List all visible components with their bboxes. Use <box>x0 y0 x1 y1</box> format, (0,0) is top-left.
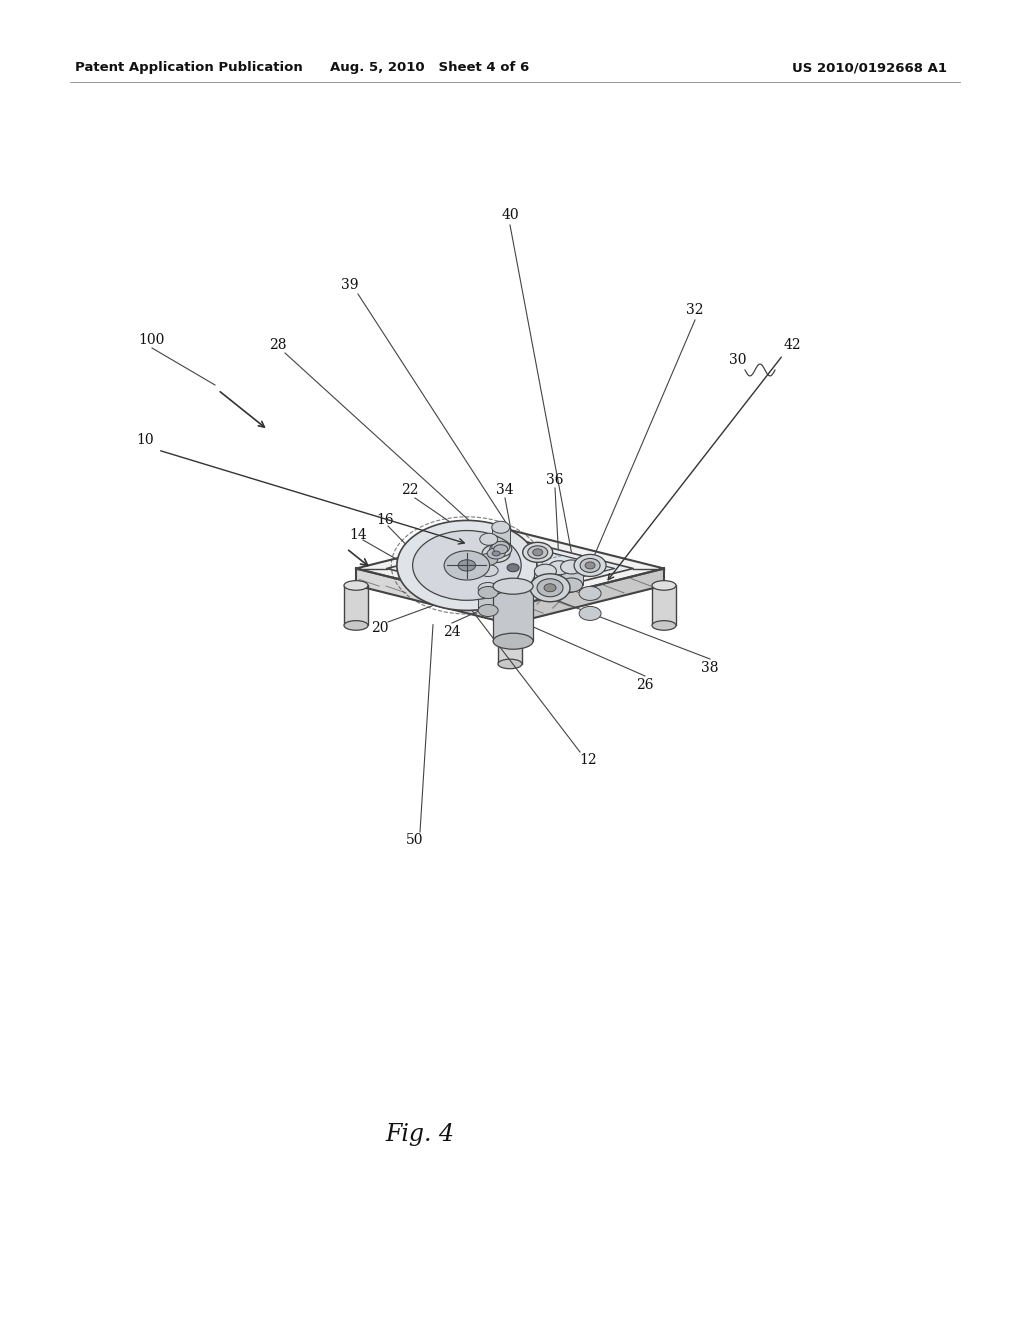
Text: 28: 28 <box>269 338 287 352</box>
Polygon shape <box>535 572 556 589</box>
Ellipse shape <box>652 620 676 630</box>
Text: 22: 22 <box>401 483 419 498</box>
Ellipse shape <box>397 520 537 610</box>
Ellipse shape <box>574 554 606 577</box>
Ellipse shape <box>498 619 522 628</box>
Polygon shape <box>498 546 522 587</box>
Text: 12: 12 <box>580 752 597 767</box>
Ellipse shape <box>548 578 570 593</box>
Text: Patent Application Publication: Patent Application Publication <box>75 62 303 74</box>
Ellipse shape <box>458 560 475 572</box>
Polygon shape <box>510 569 664 624</box>
Text: 38: 38 <box>701 661 719 675</box>
Text: 40: 40 <box>501 209 519 222</box>
Text: 36: 36 <box>546 473 564 487</box>
Polygon shape <box>478 589 498 610</box>
Ellipse shape <box>585 562 595 569</box>
Text: 26: 26 <box>636 678 653 692</box>
Ellipse shape <box>498 543 522 552</box>
Text: 100: 100 <box>139 333 165 347</box>
Polygon shape <box>548 568 570 586</box>
Ellipse shape <box>527 546 548 558</box>
Ellipse shape <box>480 553 498 565</box>
Ellipse shape <box>493 550 500 556</box>
Text: 10: 10 <box>136 433 154 447</box>
Text: 24: 24 <box>443 624 461 639</box>
Ellipse shape <box>548 561 570 574</box>
Ellipse shape <box>478 605 498 616</box>
Ellipse shape <box>560 560 583 574</box>
Ellipse shape <box>544 583 556 591</box>
Ellipse shape <box>489 541 512 557</box>
Ellipse shape <box>494 578 534 594</box>
Ellipse shape <box>444 550 489 579</box>
Ellipse shape <box>344 581 368 590</box>
Ellipse shape <box>580 606 601 620</box>
Ellipse shape <box>498 582 522 591</box>
Polygon shape <box>344 586 368 626</box>
Ellipse shape <box>507 564 519 572</box>
Polygon shape <box>478 570 498 593</box>
Ellipse shape <box>482 544 510 562</box>
Polygon shape <box>498 624 522 664</box>
Ellipse shape <box>535 564 556 578</box>
Ellipse shape <box>494 545 508 554</box>
Ellipse shape <box>480 533 498 545</box>
Polygon shape <box>494 586 534 642</box>
Ellipse shape <box>532 549 543 556</box>
Text: Aug. 5, 2010   Sheet 4 of 6: Aug. 5, 2010 Sheet 4 of 6 <box>331 62 529 74</box>
Polygon shape <box>560 568 583 585</box>
Ellipse shape <box>530 574 570 602</box>
Ellipse shape <box>413 531 521 601</box>
Text: 50: 50 <box>407 833 424 847</box>
Text: 20: 20 <box>372 620 389 635</box>
Ellipse shape <box>478 565 498 577</box>
Polygon shape <box>480 540 498 560</box>
Ellipse shape <box>580 586 601 601</box>
Text: 16: 16 <box>376 513 394 527</box>
Text: 14: 14 <box>349 528 367 543</box>
Text: 34: 34 <box>497 483 514 498</box>
Polygon shape <box>387 537 633 599</box>
Text: Fig. 4: Fig. 4 <box>385 1123 455 1147</box>
Ellipse shape <box>492 541 510 553</box>
Ellipse shape <box>652 581 676 590</box>
Ellipse shape <box>498 659 522 669</box>
Text: 32: 32 <box>686 304 703 317</box>
Polygon shape <box>492 527 510 548</box>
Ellipse shape <box>537 578 563 597</box>
Ellipse shape <box>487 548 505 558</box>
Ellipse shape <box>344 620 368 630</box>
Polygon shape <box>356 569 510 624</box>
Text: US 2010/0192668 A1: US 2010/0192668 A1 <box>793 62 947 74</box>
Ellipse shape <box>580 558 600 573</box>
Polygon shape <box>406 543 614 595</box>
Ellipse shape <box>522 543 553 562</box>
Polygon shape <box>356 531 664 607</box>
Ellipse shape <box>535 582 556 597</box>
Ellipse shape <box>494 634 534 649</box>
Ellipse shape <box>478 582 498 594</box>
Polygon shape <box>652 586 676 626</box>
Ellipse shape <box>492 521 510 533</box>
Text: 30: 30 <box>729 352 746 367</box>
Ellipse shape <box>478 586 498 598</box>
Text: 39: 39 <box>341 279 358 292</box>
Text: 42: 42 <box>783 338 801 352</box>
Ellipse shape <box>560 578 583 591</box>
